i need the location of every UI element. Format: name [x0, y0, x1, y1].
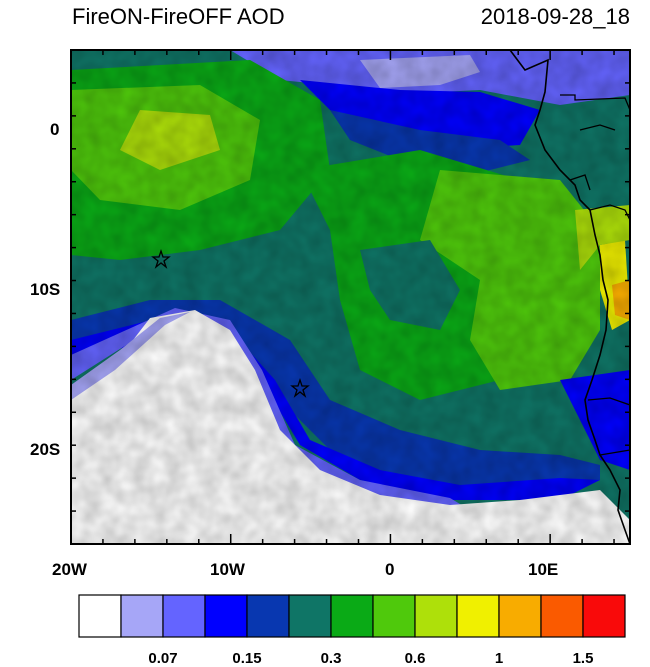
- colorbar-swatch: [204, 594, 248, 638]
- lon-label-0: 0: [385, 560, 395, 579]
- colorbar-swatch: [78, 594, 122, 638]
- colorbar-swatch: [330, 594, 374, 638]
- colorbar-label: 0.6: [404, 650, 426, 667]
- colorbar: [78, 594, 626, 638]
- lat-label-20s: 20S: [30, 440, 61, 459]
- colorbar-swatch: [246, 594, 290, 638]
- colorbar-swatch: [582, 594, 626, 638]
- star-marker: [151, 248, 171, 269]
- aod-field: [71, 50, 630, 544]
- aod-texture: [71, 50, 630, 544]
- colorbar-label: 1.5: [572, 650, 594, 667]
- colorbar-label: 0.3: [320, 650, 342, 667]
- map-timestamp: 2018-09-28_18: [480, 4, 630, 29]
- map-frame: [70, 49, 631, 545]
- colorbar-swatch: [162, 594, 206, 638]
- axis-ticks: [70, 49, 630, 545]
- map-title: FireON-FireOFF AOD: [72, 4, 285, 29]
- lon-label-10e: 10E: [528, 560, 559, 579]
- country-borders: [560, 94, 630, 456]
- lat-label-10s: 10S: [30, 280, 61, 299]
- colorbar-label: 0.07: [148, 650, 178, 667]
- colorbar-swatch: [288, 594, 332, 638]
- colorbar-label: 0.15: [232, 650, 262, 667]
- colorbar-swatch: [456, 594, 500, 638]
- coastline: [509, 50, 630, 544]
- star-marker: [290, 377, 310, 398]
- lat-label-0: 0: [50, 120, 60, 139]
- lon-label-10w: 10W: [210, 560, 245, 579]
- colorbar-swatch: [414, 594, 458, 638]
- colorbar-label: 1: [494, 650, 504, 667]
- colorbar-swatch: [120, 594, 164, 638]
- colorbar-swatch: [372, 594, 416, 638]
- lon-label-20w: 20W: [52, 560, 87, 579]
- colorbar-swatch: [540, 594, 584, 638]
- colorbar-swatch: [498, 594, 542, 638]
